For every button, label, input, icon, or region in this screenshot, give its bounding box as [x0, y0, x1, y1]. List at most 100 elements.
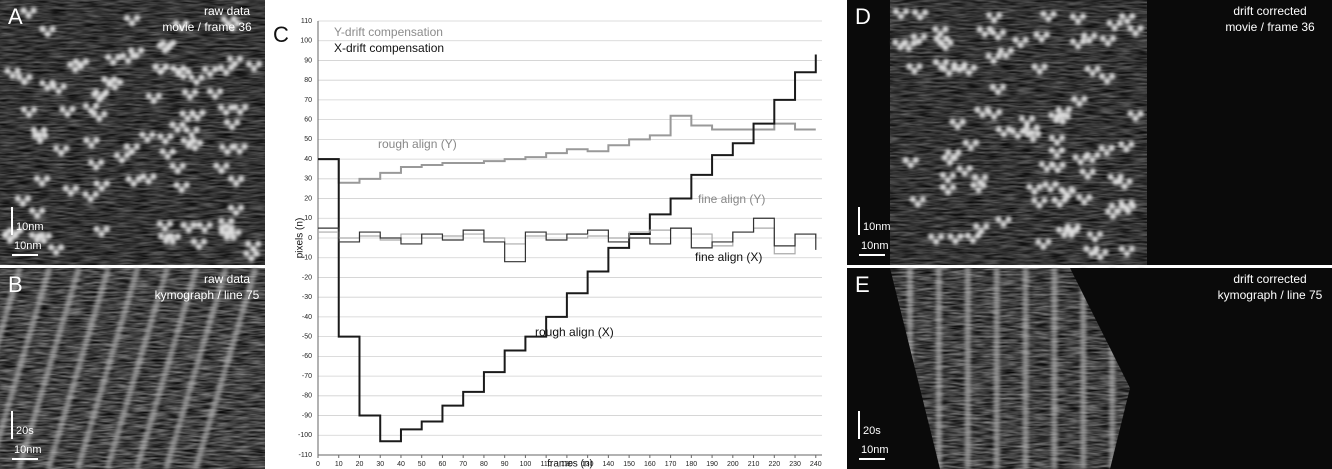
molecule: [937, 63, 945, 71]
molecule: [1043, 166, 1051, 173]
molecule: [127, 47, 135, 54]
molecule: [206, 221, 213, 229]
x-tick-label: 150: [623, 461, 635, 468]
y-axis-label: pixels (n): [295, 218, 306, 259]
molecule: [915, 38, 923, 45]
molecule: [26, 73, 33, 81]
molecule: [193, 79, 200, 86]
molecule: [1014, 133, 1021, 140]
molecule: [188, 131, 195, 139]
molecule: [103, 180, 110, 187]
molecule: [111, 76, 118, 83]
molecule: [237, 175, 245, 182]
molecule: [961, 170, 968, 177]
molecule: [1076, 100, 1083, 108]
molecule: [162, 237, 170, 245]
molecule: [974, 232, 982, 239]
molecule: [24, 195, 32, 202]
stripes: [0, 267, 259, 469]
molecule: [111, 84, 119, 91]
molecule: [905, 45, 912, 52]
molecule: [196, 221, 203, 229]
molecule: [967, 144, 975, 151]
molecule: [150, 97, 157, 105]
data-line: [318, 54, 817, 443]
molecule: [984, 106, 991, 113]
molecule: [191, 88, 199, 96]
molecule: [1086, 37, 1093, 44]
molecule: [1084, 65, 1091, 72]
molecule: [172, 20, 180, 27]
molecule: [897, 44, 904, 51]
molecule: [995, 12, 1003, 19]
y-tick-label: 70: [304, 97, 312, 104]
molecule: [974, 106, 981, 113]
stripe: [133, 267, 200, 469]
molecule: [25, 111, 33, 118]
x-tick-label: 200: [727, 461, 739, 468]
molecule: [234, 20, 241, 27]
y-tick-label: -20: [302, 274, 312, 281]
molecule: [28, 231, 36, 239]
molecule: [1081, 32, 1088, 39]
molecule: [133, 143, 141, 150]
panel-caption: raw data: [204, 4, 250, 18]
molecule: [911, 68, 918, 75]
molecule: [1050, 10, 1057, 18]
molecule: [82, 58, 90, 65]
molecule: [228, 229, 236, 236]
y-tick-label: 90: [304, 57, 312, 64]
molecule: [106, 81, 113, 88]
x-tick-label: 170: [665, 461, 677, 468]
mask: [1070, 268, 1150, 469]
y-tick-label: -30: [302, 294, 312, 301]
molecule: [949, 172, 957, 179]
molecule: [942, 44, 949, 51]
molecule: [1089, 70, 1096, 77]
molecule: [1041, 63, 1048, 70]
molecule: [946, 159, 954, 166]
molecule: [1048, 161, 1056, 168]
molecule: [997, 47, 1005, 54]
x-tick-label: 240: [810, 461, 822, 468]
y-tick-label: -10: [302, 255, 312, 262]
molecule: [236, 55, 244, 63]
molecule: [972, 139, 980, 146]
data-line: [318, 217, 817, 263]
molecule: [952, 238, 959, 245]
molecule: [1000, 131, 1008, 138]
molecule: [34, 212, 41, 219]
molecule: [1086, 231, 1094, 238]
x-tick-label: 70: [459, 461, 467, 468]
molecule: [4, 67, 11, 75]
molecule: [33, 175, 41, 182]
y-tick-label: -110: [299, 452, 313, 459]
molecules: [1, 7, 263, 262]
panel-caption: kymograph / line 75: [155, 288, 260, 302]
molecule: [145, 92, 152, 100]
molecule: [981, 31, 988, 38]
molecule: [93, 137, 100, 144]
molecule: [179, 110, 186, 117]
molecule: [241, 143, 248, 150]
molecule: [1035, 238, 1042, 245]
molecule: [162, 63, 170, 70]
molecule: [970, 64, 978, 71]
series-label: fine align (X): [695, 250, 762, 264]
molecule: [98, 185, 105, 192]
molecule: [64, 110, 71, 118]
molecule: [965, 69, 973, 76]
molecule: [961, 61, 968, 68]
molecule: [227, 175, 235, 182]
molecule: [190, 238, 198, 245]
molecule: [942, 25, 949, 33]
molecule: [184, 115, 191, 122]
molecule: [1033, 124, 1040, 131]
molecule: [1137, 110, 1144, 117]
molecule: [916, 14, 924, 21]
molecule: [1128, 199, 1135, 207]
scale-label: 10nm: [14, 444, 42, 456]
molecule: [93, 225, 100, 233]
molecule: [185, 226, 192, 234]
